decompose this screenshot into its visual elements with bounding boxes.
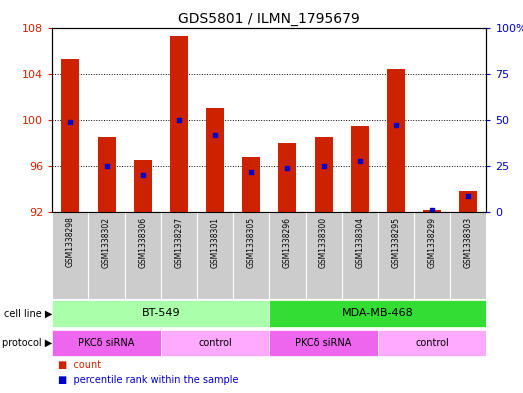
Text: GSM1338302: GSM1338302 <box>102 217 111 268</box>
Bar <box>242 157 260 212</box>
Bar <box>342 212 378 299</box>
Text: BT-549: BT-549 <box>142 309 180 318</box>
Bar <box>305 212 342 299</box>
Text: ■  percentile rank within the sample: ■ percentile rank within the sample <box>58 375 238 384</box>
Title: GDS5801 / ILMN_1795679: GDS5801 / ILMN_1795679 <box>178 13 360 26</box>
Bar <box>197 212 233 299</box>
Bar <box>97 137 116 212</box>
Text: MDA-MB-468: MDA-MB-468 <box>342 309 414 318</box>
Bar <box>161 212 197 299</box>
Text: GSM1338303: GSM1338303 <box>464 217 473 268</box>
Text: protocol ▶: protocol ▶ <box>2 338 52 348</box>
Bar <box>351 126 369 212</box>
Bar <box>414 212 450 299</box>
Bar <box>269 300 486 327</box>
Text: PKCδ siRNA: PKCδ siRNA <box>78 338 135 348</box>
Bar <box>378 212 414 299</box>
Bar <box>52 212 88 299</box>
Text: ■  count: ■ count <box>58 360 100 369</box>
Bar <box>134 160 152 212</box>
Bar <box>269 212 305 299</box>
Text: GSM1338299: GSM1338299 <box>428 217 437 268</box>
Text: PKCδ siRNA: PKCδ siRNA <box>295 338 352 348</box>
Text: GSM1338298: GSM1338298 <box>66 217 75 267</box>
Text: GSM1338300: GSM1338300 <box>319 217 328 268</box>
Bar <box>423 210 441 212</box>
Bar <box>459 191 477 212</box>
Bar <box>278 143 297 212</box>
Bar <box>378 330 486 356</box>
Text: control: control <box>198 338 232 348</box>
Text: GSM1338297: GSM1338297 <box>174 217 184 268</box>
Text: GSM1338295: GSM1338295 <box>391 217 401 268</box>
Bar <box>124 212 161 299</box>
Text: GSM1338301: GSM1338301 <box>211 217 220 268</box>
Text: GSM1338304: GSM1338304 <box>355 217 365 268</box>
Text: cell line ▶: cell line ▶ <box>4 309 52 318</box>
Bar <box>52 330 161 356</box>
Bar <box>161 330 269 356</box>
Bar <box>88 212 124 299</box>
Text: GSM1338305: GSM1338305 <box>247 217 256 268</box>
Bar <box>170 36 188 212</box>
Bar <box>61 59 79 212</box>
Bar <box>387 69 405 212</box>
Text: GSM1338296: GSM1338296 <box>283 217 292 268</box>
Text: GSM1338306: GSM1338306 <box>138 217 147 268</box>
Bar <box>314 137 333 212</box>
Bar <box>269 330 378 356</box>
Bar <box>52 300 269 327</box>
Text: control: control <box>415 338 449 348</box>
Bar <box>450 212 486 299</box>
Bar <box>233 212 269 299</box>
Bar <box>206 108 224 212</box>
